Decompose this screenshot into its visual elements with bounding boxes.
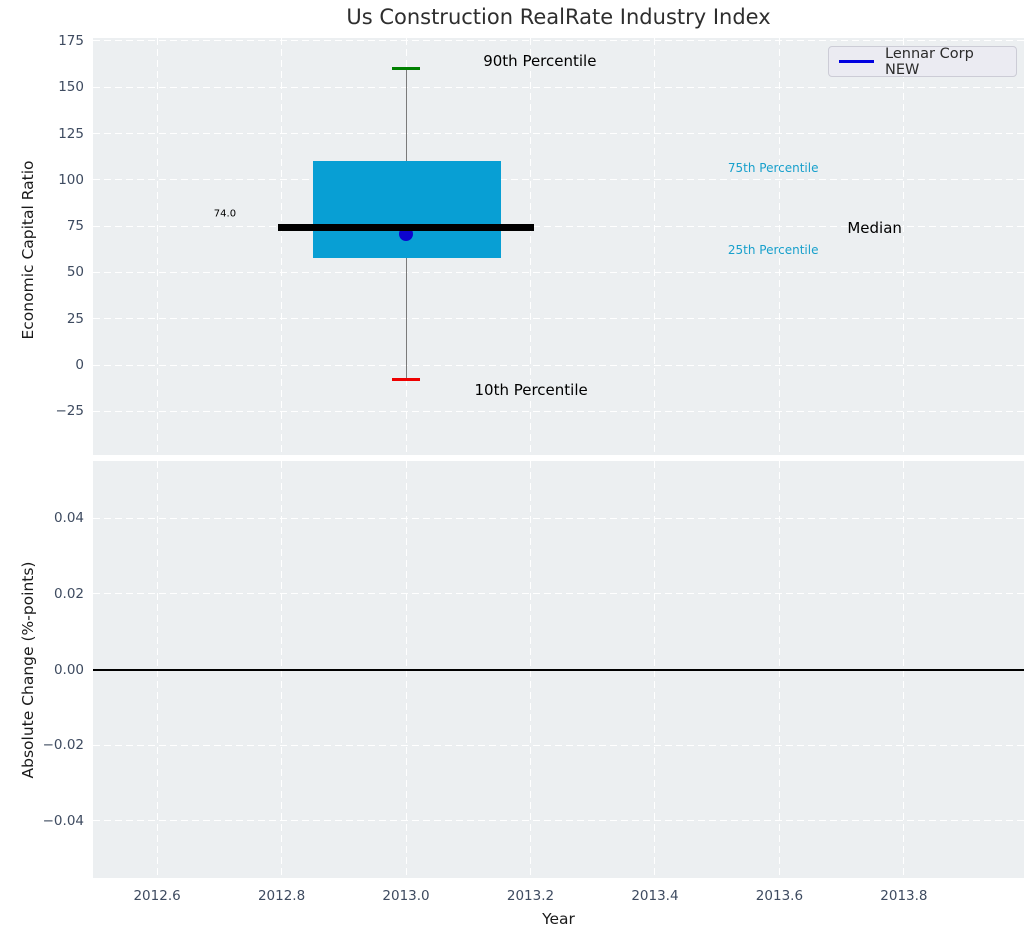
gridline-vertical (903, 38, 905, 455)
x-tick-label: 2013.8 (880, 888, 928, 904)
gridline-horizontal (93, 364, 1024, 366)
top-y-tick-label: 50 (66, 264, 84, 281)
bottom-y-tick-label: −0.02 (42, 737, 84, 754)
x-tick-label: 2012.8 (257, 888, 306, 904)
gridline-vertical (654, 38, 656, 455)
gridline-horizontal (93, 271, 1024, 273)
zero-line (93, 668, 1024, 671)
p75-label: 75th Percentile (727, 161, 819, 176)
top-y-tick-label: 25 (66, 310, 84, 327)
whisker-cap-90th (392, 67, 420, 71)
x-tick-label: 2013.6 (755, 888, 804, 904)
x-tick-label: 2012.6 (133, 888, 181, 904)
median-line (277, 224, 535, 232)
gridline-horizontal (93, 225, 1024, 227)
bottom-y-tick-label: −0.04 (42, 812, 84, 829)
legend-label: Lennar Corp NEW (885, 45, 974, 78)
p25-label: 25th Percentile (727, 243, 819, 258)
top-y-tick-label: −25 (55, 403, 85, 420)
top-y-tick-label: 150 (58, 79, 84, 96)
bottom-y-tick-label: 0.04 (53, 510, 84, 527)
gridline-horizontal (93, 744, 1024, 746)
gridline-horizontal (93, 40, 1024, 42)
percentile-box (312, 161, 501, 258)
whisker-cap-10th (392, 378, 420, 382)
x-tick-label: 2013.0 (382, 888, 430, 904)
gridline-horizontal (93, 179, 1024, 181)
gridline-horizontal (93, 86, 1024, 88)
gridline-horizontal (93, 593, 1024, 595)
gridline-horizontal (93, 820, 1024, 822)
top-axes (93, 38, 1024, 455)
bottom-y-tick-label: 0.00 (53, 661, 84, 678)
p90-label: 90th Percentile (483, 52, 597, 71)
gridline-horizontal (93, 133, 1024, 135)
top-y-tick-label: 0 (75, 357, 84, 373)
x-tick-label: 2013.2 (506, 888, 555, 904)
legend: Lennar Corp NEW (828, 45, 1017, 78)
gridline-vertical (281, 38, 283, 455)
median-label: Median (847, 219, 902, 238)
chart-title: Us Construction RealRate Industry Index (346, 5, 771, 29)
gridline-horizontal (93, 318, 1024, 320)
gridline-vertical (529, 38, 531, 455)
p10-label: 10th Percentile (474, 381, 588, 399)
median-value-label: 74.0 (213, 208, 237, 220)
bottom-y-tick-label: 0.02 (53, 585, 84, 602)
gridline-vertical (778, 38, 780, 455)
x-axis-label: Year (542, 910, 575, 928)
legend-line-sample (839, 60, 875, 63)
gridline-vertical (156, 38, 158, 455)
top-y-tick-label: 175 (58, 32, 84, 49)
top-y-tick-label: 125 (58, 125, 84, 142)
x-tick-label: 2013.4 (631, 888, 679, 904)
gridline-horizontal (93, 410, 1024, 412)
gridline-horizontal (93, 517, 1024, 519)
top-y-tick-label: 100 (58, 171, 84, 188)
top-y-tick-label: 75 (66, 218, 84, 235)
